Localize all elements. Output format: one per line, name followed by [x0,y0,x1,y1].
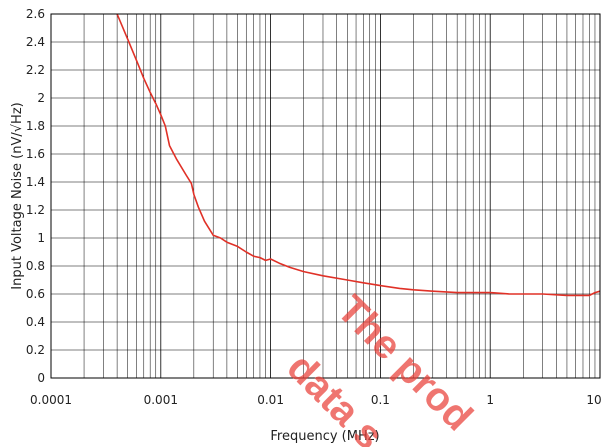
y-tick-label: 2.2 [26,63,45,77]
y-axis-label: Input Voltage Noise (nV/√Hz) [10,102,25,289]
watermark: The prod data s [279,287,481,447]
plot-frame [50,13,601,379]
y-tick-label: 0.6 [26,287,45,301]
x-tick-label: 0.0001 [30,393,72,407]
y-tick-label: 0.2 [26,343,45,357]
x-tick-label: 0.1 [371,393,390,407]
series-layer [116,13,601,297]
y-tick-label: 1 [37,231,45,245]
y-tick-label: 2.6 [26,7,45,21]
x-tick-label: 0.01 [257,393,284,407]
x-tick-label: 10 [586,393,601,407]
y-tick-label: 2.4 [26,35,45,49]
series-line-0 [116,13,601,297]
y-tick-label: 1.8 [26,119,45,133]
x-tick-label: 0.001 [144,393,178,407]
y-tick-label: 0.8 [26,259,45,273]
x-axis-label: Frequency (MHz) [270,429,379,444]
y-tick-label: 0.4 [26,315,45,329]
y-tick-label: 1.2 [26,203,45,217]
y-tick-label: 1.6 [26,147,45,161]
y-tick-labels: 0 0.2 0.4 0.6 0.8 1 1.2 1.4 1.6 1.8 2 2.2 2.4 2.6 [26,7,45,385]
x-tick-label: 1 [486,393,494,407]
chart-grid [50,13,600,379]
y-tick-label: 2 [37,91,45,105]
x-tick-labels: 0.0001 0.001 0.01 0.1 1 10 [30,393,602,407]
y-tick-label: 0 [37,371,45,385]
y-tick-label: 1.4 [26,175,45,189]
